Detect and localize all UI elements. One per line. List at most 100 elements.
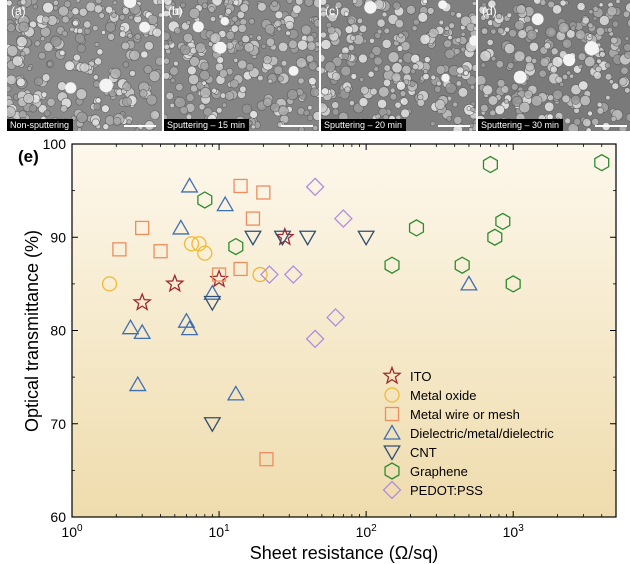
cnt-marker: [273, 230, 292, 247]
cnt-marker: [203, 295, 222, 312]
plot-background: [72, 144, 616, 517]
pedot-pss-marker: [333, 209, 353, 229]
y-tick-label: 60: [50, 509, 66, 525]
legend-graphene-label: Graphene: [410, 464, 468, 479]
metal-oxide-marker: [101, 276, 118, 292]
plot-frame: [71, 143, 617, 518]
dielectric-metal-dielectric-marker: [171, 219, 190, 235]
legend-dielectric-metal-dielectric-marker: [383, 424, 401, 440]
sem-panel-caption: Non-sputtering: [7, 119, 74, 131]
legend: ITO Metal oxide Metal wire or mesh Dielectr…: [382, 365, 554, 500]
legend-ito-marker: [382, 365, 402, 385]
metal-oxide-marker: [197, 245, 213, 261]
sem-micrograph-a: [7, 0, 162, 131]
ito-marker: [164, 273, 185, 293]
sem-panel-c: (c) Sputtering – 20 min: [321, 0, 476, 131]
metal-oxide-marker: [191, 236, 207, 252]
sem-panel-label: (b): [168, 4, 183, 18]
legend-metal-wire-or-mesh-label: Metal wire or mesh: [410, 407, 520, 422]
graphene-marker: [505, 275, 521, 293]
metal-wire-or-mesh-marker: [233, 178, 248, 194]
sem-micrograph-c: [321, 0, 476, 131]
x-tick-label: 103: [503, 523, 525, 540]
scale-bar: [124, 125, 156, 127]
dielectric-metal-dielectric-marker: [121, 318, 140, 335]
metal-wire-or-mesh-marker: [112, 242, 127, 257]
scale-bar: [438, 125, 470, 127]
sem-panel-label: (d): [482, 4, 497, 18]
cnt-marker: [298, 230, 317, 247]
graphene-marker: [197, 191, 213, 209]
dielectric-metal-dielectric-marker: [460, 275, 478, 291]
legend-metal-oxide-marker: [384, 387, 400, 403]
dielectric-metal-dielectric-marker: [216, 195, 235, 212]
legend-pedot-pss-marker: [382, 480, 402, 500]
ito-marker: [132, 292, 152, 311]
y-tick-label: 80: [50, 323, 66, 339]
metal-wire-or-mesh-marker: [245, 211, 261, 226]
sem-panel-a: (a) Non-sputtering: [7, 0, 162, 131]
cnt-marker: [203, 417, 222, 433]
y-axis-label: Optical transmittance (%): [22, 230, 42, 432]
x-axis-label: Sheet resistance (Ω/sq): [250, 543, 439, 563]
graphene-marker: [454, 256, 470, 274]
y-tick-label: 90: [50, 229, 66, 245]
pedot-pss-marker: [305, 329, 325, 349]
transmittance-vs-resistance-chart: (e) 60 70 80 90 100 100 101 102 103 Optical tra…: [18, 136, 617, 563]
legend-cnt-marker: [383, 445, 401, 461]
legend-ito-label: ITO: [410, 369, 431, 384]
y-tick-labels: 60 70 80 90 100: [43, 136, 67, 525]
metal-wire-or-mesh-marker: [153, 244, 168, 259]
data-markers: [101, 153, 610, 467]
sem-panel-label: (c): [325, 4, 339, 18]
pedot-pss-marker: [283, 265, 303, 284]
graphene-marker: [482, 155, 499, 174]
legend-cnt-label: CNT: [410, 445, 437, 460]
legend-graphene-marker: [384, 462, 400, 480]
dielectric-metal-dielectric-marker: [180, 177, 199, 193]
metal-wire-or-mesh-marker: [256, 185, 271, 200]
x-tick-labels: 100 101 102 103: [61, 523, 524, 540]
sem-panel-caption: Sputtering – 20 min: [321, 119, 407, 131]
sem-panel-b: (b) Sputtering – 15 min: [164, 0, 319, 131]
x-tick-label: 101: [208, 523, 230, 540]
metal-wire-or-mesh-marker: [211, 267, 227, 282]
sem-panel-caption: Sputtering – 30 min: [478, 119, 564, 131]
cnt-marker: [244, 230, 262, 247]
metal-wire-or-mesh-marker: [135, 220, 150, 236]
sem-micrograph-b: [164, 0, 319, 131]
cnt-marker: [357, 230, 376, 247]
panel-label: (e): [18, 147, 39, 166]
pedot-pss-marker: [305, 177, 325, 197]
sem-panel-caption: Sputtering – 15 min: [164, 119, 250, 131]
graphene-marker: [408, 219, 425, 237]
graphene-marker: [487, 228, 503, 247]
pedot-pss-marker: [326, 308, 346, 327]
legend-pedot-pss-label: PEDOT:PSS: [410, 483, 483, 498]
metal-oxide-marker: [252, 266, 268, 283]
metal-oxide-marker: [183, 236, 200, 252]
sem-panel-label: (a): [11, 4, 26, 18]
legend-metal-wire-or-mesh-marker: [384, 406, 400, 422]
pedot-pss-marker: [260, 265, 279, 284]
scale-bar: [595, 125, 627, 127]
dielectric-metal-dielectric-marker: [226, 385, 245, 401]
graphene-marker: [594, 153, 610, 172]
sem-image-panels: (a) Non-sputtering (b) Sputtering – 15 m…: [0, 0, 630, 135]
x-tick-label: 102: [356, 523, 378, 540]
dielectric-metal-dielectric-marker: [128, 375, 147, 392]
dielectric-metal-dielectric-marker: [180, 319, 199, 336]
sem-micrograph-d: [478, 0, 630, 131]
scale-bar: [281, 125, 313, 127]
graphene-marker: [384, 256, 400, 274]
y-tick-label: 100: [43, 136, 67, 152]
metal-wire-or-mesh-marker: [259, 452, 274, 467]
graphene-marker: [228, 237, 244, 256]
x-tick-label: 100: [61, 523, 83, 540]
metal-wire-or-mesh-marker: [233, 261, 248, 277]
graphene-marker: [495, 212, 511, 231]
sem-panel-d: (d) Sputtering – 30 min: [478, 0, 630, 131]
dielectric-metal-dielectric-marker: [203, 284, 222, 300]
dielectric-metal-dielectric-marker: [133, 323, 152, 340]
legend-metal-oxide-label: Metal oxide: [410, 388, 476, 403]
